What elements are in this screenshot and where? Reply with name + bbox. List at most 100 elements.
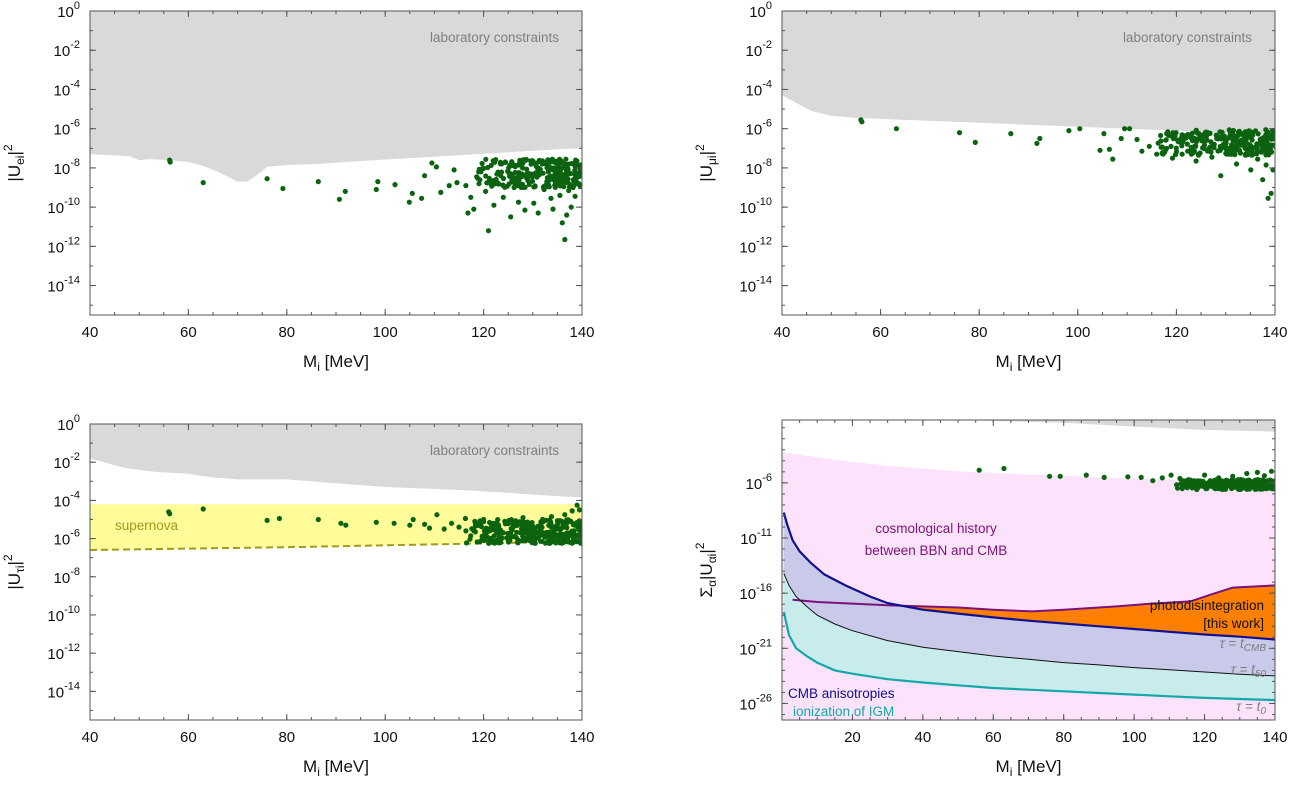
data-point <box>1066 128 1072 134</box>
y-tick-label: 10-2 <box>746 39 772 60</box>
data-point <box>1257 486 1263 492</box>
label-part: between BBN and CMB <box>865 543 1008 558</box>
data-point <box>564 525 570 531</box>
label-part: 0 <box>766 0 772 12</box>
data-point <box>1077 126 1083 132</box>
y-tick-label: 10-8 <box>54 157 80 178</box>
data-point <box>486 528 492 534</box>
data-point <box>487 519 493 526</box>
data-point <box>576 170 582 176</box>
y-tick-label: 10-8 <box>746 157 772 178</box>
data-point <box>264 517 270 524</box>
data-point <box>471 206 477 212</box>
data-point <box>1270 167 1275 173</box>
data-point <box>538 519 544 525</box>
label-part: ionization of IGM <box>793 704 894 719</box>
data-point <box>560 175 566 182</box>
data-point <box>1181 133 1187 139</box>
data-point <box>564 212 570 218</box>
x-tick-label: 120 <box>1164 324 1189 341</box>
panel-umu-vs-mass: 40 60 80 100 120 14010010-210-410-610-810-101… <box>693 0 1288 374</box>
data-point <box>564 517 571 523</box>
data-point <box>548 524 555 530</box>
data-point <box>1191 136 1197 142</box>
data-point <box>451 167 457 173</box>
data-point <box>893 126 900 132</box>
x-tick-label: 60 <box>180 729 197 746</box>
data-point <box>572 167 578 173</box>
label-part: 10 <box>54 532 71 549</box>
data-point <box>1118 135 1124 142</box>
panel-ue-vs-mass: 40 60 80 100 120 14010010-210-410-610-810-101… <box>1 0 595 374</box>
data-point <box>542 540 549 546</box>
igm-line <box>782 611 1275 702</box>
label-part: CMB <box>1244 643 1267 654</box>
data-point <box>576 518 582 524</box>
y-tick-label: 100 <box>749 0 772 21</box>
x-tick-label: 100 <box>1122 729 1147 746</box>
panel-utau-vs-mass: 40 60 80 100 120 14010010-210-410-610-810-101… <box>1 413 595 779</box>
data-point <box>1196 135 1202 141</box>
data-point <box>1193 143 1199 149</box>
label-part: 10 <box>746 476 763 493</box>
photodisintegration-region <box>783 512 1275 640</box>
data-point <box>559 540 565 546</box>
data-point <box>1254 151 1260 157</box>
data-point <box>1034 140 1040 146</box>
data-point <box>200 506 206 512</box>
label-part: -14 <box>64 275 80 287</box>
panel-sum-u-vs-mass: 20 40 60 80 100 120 14010-610-1110-1610-2110-2… <box>693 419 1288 779</box>
data-point <box>1138 474 1144 480</box>
x-tick-label: 60 <box>985 729 1002 746</box>
label-part: -6 <box>762 472 772 484</box>
annotation-tau: τ = t0 <box>1236 699 1266 717</box>
data-point <box>454 180 460 186</box>
data-point <box>1168 143 1174 149</box>
data-point <box>1212 477 1218 483</box>
label-part: α <box>705 580 719 587</box>
data-point <box>477 518 483 524</box>
label-part: 2 <box>693 144 707 151</box>
data-point <box>1201 481 1207 487</box>
data-point <box>506 165 512 171</box>
label-part: 10 <box>739 696 756 713</box>
data-point <box>491 202 497 208</box>
label-part: 10 <box>54 82 71 99</box>
x-tick-label: 100 <box>1065 324 1090 341</box>
data-point <box>1254 141 1260 147</box>
annotation-lab: laboratory constraints <box>430 443 559 458</box>
label-part: -2 <box>70 451 80 463</box>
label-part: CMB anisotropies <box>788 686 895 701</box>
data-point <box>478 522 484 529</box>
data-point <box>564 179 570 185</box>
annotation-photo: photodisintegration <box>1150 598 1264 613</box>
points-group <box>167 156 582 243</box>
data-point <box>472 529 478 535</box>
data-point <box>520 515 526 521</box>
annotation-lab: laboratory constraints <box>1123 30 1252 45</box>
data-point <box>532 172 539 178</box>
label-part: 10 <box>54 455 71 472</box>
data-point <box>1260 177 1266 183</box>
data-point <box>485 228 492 234</box>
data-point <box>479 533 485 539</box>
data-point <box>519 537 526 544</box>
data-point <box>564 538 570 544</box>
label-part: -21 <box>756 637 772 649</box>
label-part: -10 <box>64 196 80 208</box>
x-tick-label: 40 <box>82 729 99 746</box>
data-point <box>276 515 282 522</box>
data-point <box>1134 136 1140 143</box>
x-tick-label: 80 <box>971 324 988 341</box>
lab-constraints-region <box>90 11 582 182</box>
annotation-igm: ionization of IGM <box>793 704 894 719</box>
data-point <box>474 174 480 180</box>
label-part: τ = t <box>1231 662 1256 677</box>
y-tick-label: 10-12 <box>47 642 80 663</box>
label-part: M <box>996 352 1010 371</box>
data-point <box>1189 130 1195 136</box>
data-point <box>200 180 206 186</box>
label-part: [MeV] <box>1012 352 1061 371</box>
data-point <box>502 521 508 527</box>
data-point <box>576 507 582 513</box>
